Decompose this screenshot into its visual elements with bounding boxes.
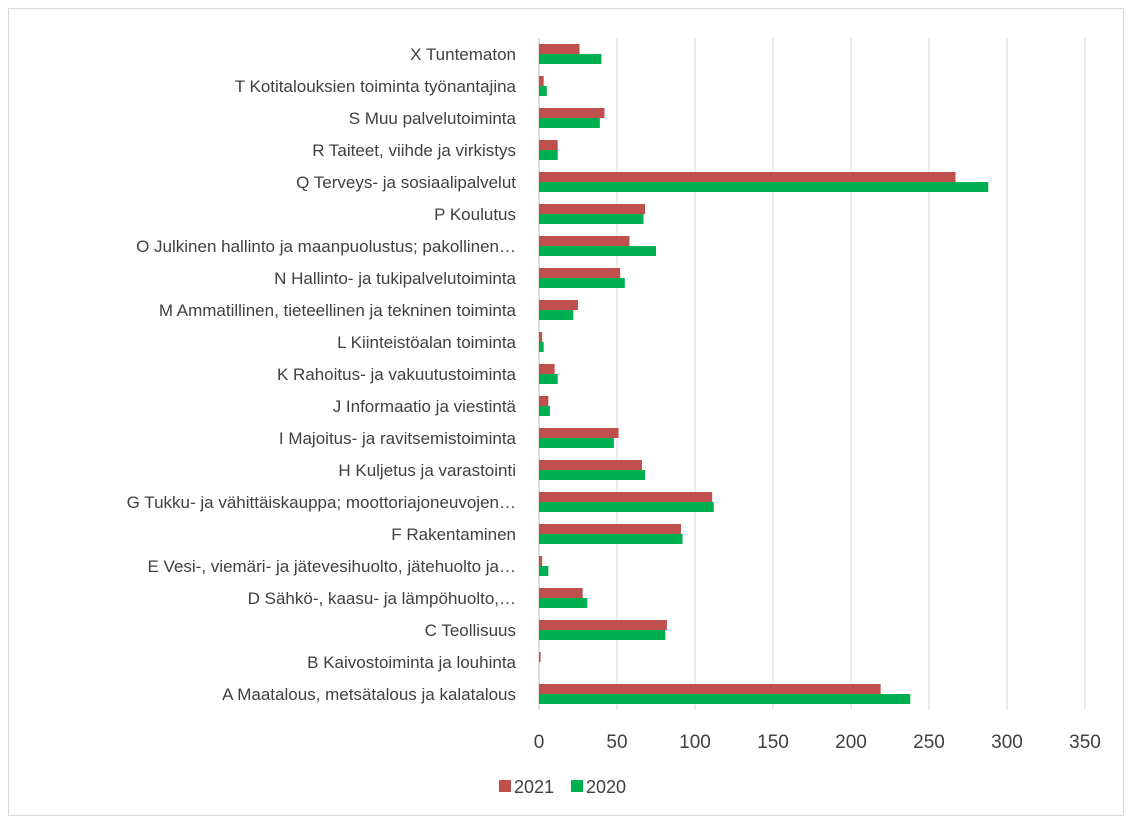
legend-label: 2020 — [586, 777, 626, 797]
bar-2021 — [539, 108, 605, 118]
bar-2020 — [539, 342, 544, 352]
category-label: N Hallinto- ja tukipalvelutoiminta — [274, 269, 516, 288]
bar-2021 — [539, 300, 578, 310]
bar-2021 — [539, 364, 555, 374]
category-label: B Kaivostoiminta ja louhinta — [307, 653, 516, 672]
bar-2021 — [539, 428, 619, 438]
category-label: R Taiteet, viihde ja virkistys — [312, 141, 516, 160]
bar-2020 — [539, 214, 644, 224]
category-labels: X Tuntematon T Kotitalouksien toiminta ty… — [127, 45, 517, 704]
bar-2020 — [539, 86, 547, 96]
legend-swatch-2020 — [571, 780, 583, 792]
bar-2020 — [539, 374, 558, 384]
bar-2020 — [539, 598, 588, 608]
category-label: K Rahoitus- ja vakuutustoiminta — [277, 365, 517, 384]
chart-frame — [8, 8, 1124, 816]
category-label: E Vesi-, viemäri- ja jätevesihuolto, jät… — [147, 557, 516, 576]
bar-2020 — [539, 150, 558, 160]
category-label: F Rakentaminen — [391, 525, 516, 544]
category-label: L Kiinteistöalan toiminta — [337, 333, 516, 352]
bar-2020 — [539, 182, 989, 192]
category-label: S Muu palvelutoiminta — [349, 109, 517, 128]
category-label: G Tukku- ja vähittäiskauppa; moottoriajo… — [127, 493, 516, 512]
bar-2021 — [539, 460, 642, 470]
bar-2021 — [539, 140, 558, 150]
gridlines — [538, 38, 1086, 710]
bar-2021 — [539, 396, 549, 406]
bar-2021 — [539, 556, 543, 566]
category-label: H Kuljetus ja varastointi — [338, 461, 516, 480]
x-tick-label: 150 — [757, 732, 789, 753]
category-label: J Informaatio ja viestintä — [333, 397, 517, 416]
bar-2020 — [539, 118, 600, 128]
bar-2020 — [539, 630, 666, 640]
category-label: Q Terveys- ja sosiaalipalvelut — [296, 173, 516, 192]
category-label: T Kotitalouksien toiminta työnantajina — [235, 77, 517, 96]
bar-2021 — [539, 204, 646, 214]
bar-2020 — [539, 470, 646, 480]
x-tick-label: 250 — [913, 732, 945, 753]
bar-2021 — [539, 76, 544, 86]
bar-2020 — [539, 406, 550, 416]
bar-2020 — [539, 54, 602, 64]
x-tick-label: 50 — [606, 732, 627, 753]
legend-label: 2021 — [514, 777, 554, 797]
bar-2021 — [539, 652, 541, 662]
bar-2021 — [539, 236, 630, 246]
bar-2020 — [539, 566, 549, 576]
bar-2020 — [539, 534, 683, 544]
bar-2021 — [539, 172, 956, 182]
bar-2020 — [539, 310, 574, 320]
x-tick-label: 350 — [1069, 732, 1101, 753]
x-tick-label: 0 — [534, 732, 545, 753]
x-tick-label: 100 — [679, 732, 711, 753]
bar-2020 — [539, 502, 714, 512]
category-label: D Sähkö-, kaasu- ja lämpöhuolto,… — [248, 589, 516, 608]
bar-2021 — [539, 332, 543, 342]
x-tick-label: 200 — [835, 732, 867, 753]
bar-2021 — [539, 44, 580, 54]
x-tick-labels: 0 50 100 150 200 250 300 350 — [534, 732, 1101, 753]
category-label: O Julkinen hallinto ja maanpuolustus; pa… — [136, 237, 516, 256]
bar-2021 — [539, 588, 583, 598]
bar-2021 — [539, 492, 713, 502]
category-label: P Koulutus — [434, 205, 516, 224]
bar-2020 — [539, 438, 614, 448]
bar-2021 — [539, 620, 667, 630]
category-label: C Teollisuus — [425, 621, 516, 640]
category-label: A Maatalous, metsätalous ja kalatalous — [222, 685, 516, 704]
bar-2021 — [539, 524, 681, 534]
bar-2020 — [539, 694, 911, 704]
x-tick-label: 300 — [991, 732, 1023, 753]
category-label: I Majoitus- ja ravitsemistoiminta — [279, 429, 517, 448]
bars — [539, 44, 989, 704]
category-label: X Tuntematon — [410, 45, 516, 64]
bar-2021 — [539, 268, 621, 278]
legend-swatch-2021 — [499, 780, 511, 792]
legend: 2021 2020 — [499, 777, 626, 797]
bar-2020 — [539, 278, 625, 288]
bar-2020 — [539, 246, 656, 256]
category-label: M Ammatillinen, tieteellinen ja tekninen… — [159, 301, 517, 320]
bar-2021 — [539, 684, 881, 694]
